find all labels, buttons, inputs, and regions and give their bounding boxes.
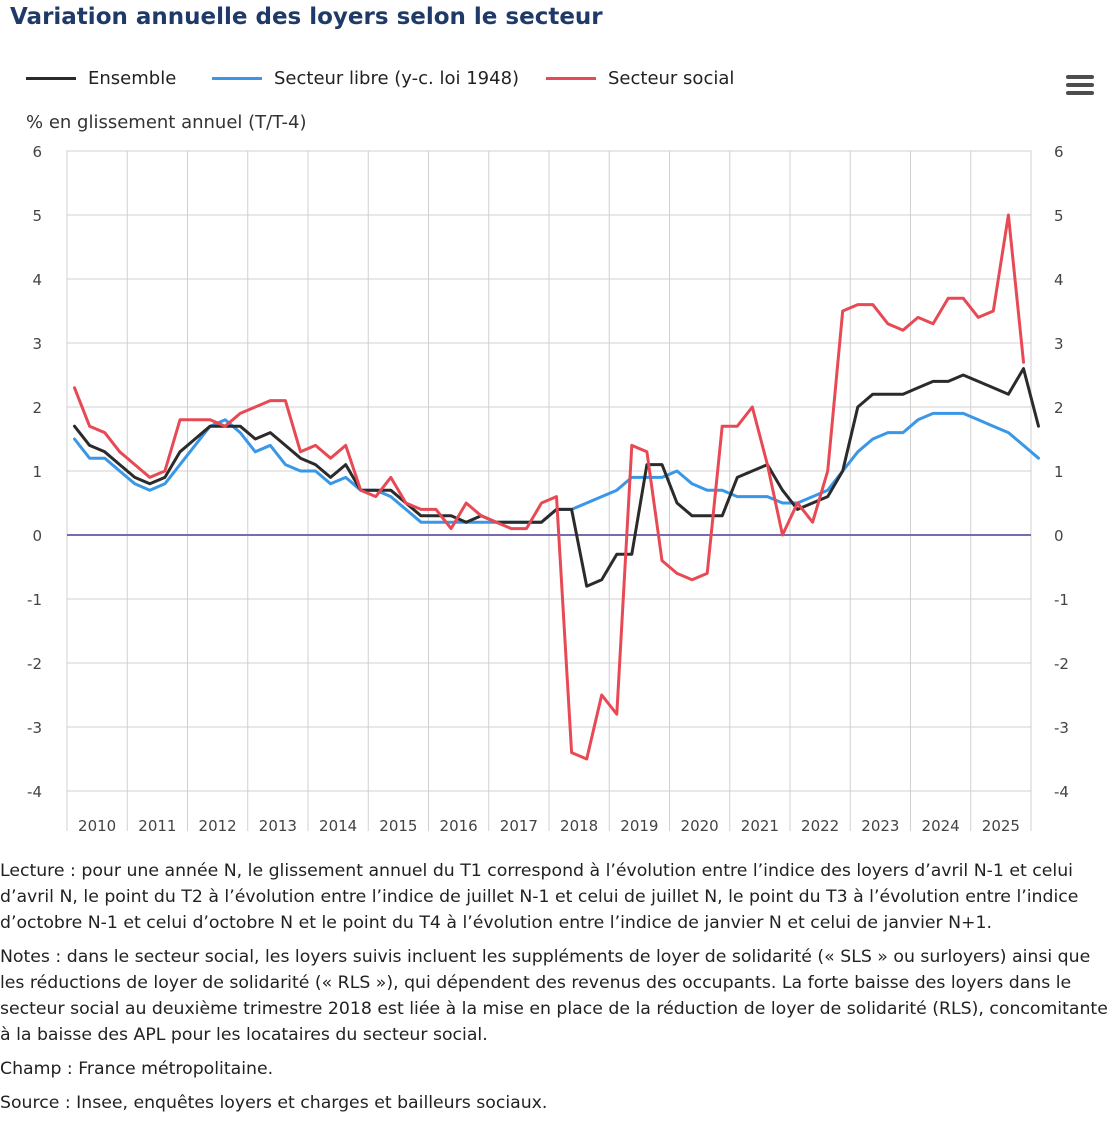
note-champ: Champ : France métropolitaine. bbox=[0, 1059, 274, 1079]
x-tick-label: 2020 bbox=[681, 817, 719, 835]
x-tick-label: 2013 bbox=[259, 817, 297, 835]
y-tick-label-left: -4 bbox=[27, 783, 42, 801]
x-tick-label: 2025 bbox=[982, 817, 1020, 835]
x-tick-label: 2010 bbox=[78, 817, 116, 835]
hamburger-menu-icon[interactable] bbox=[1066, 75, 1094, 97]
legend-label-secteur-social: Secteur social bbox=[608, 68, 735, 89]
series-line-secteur-social bbox=[73, 213, 1025, 761]
legend-item-secteur-social[interactable]: Secteur social bbox=[546, 68, 734, 89]
y-tick-label-right: -3 bbox=[1054, 719, 1069, 737]
y-tick-label-right: 2 bbox=[1054, 399, 1064, 417]
y-tick-label-left: 1 bbox=[32, 463, 42, 481]
x-tick-label: 2018 bbox=[560, 817, 598, 835]
y-tick-label-right: 3 bbox=[1054, 335, 1064, 353]
y-axis-title: % en glissement annuel (T/T-4) bbox=[26, 112, 307, 133]
y-tick-label-right: 0 bbox=[1054, 527, 1064, 545]
note-notes: Notes : dans le secteur social, les loye… bbox=[0, 947, 1107, 1045]
x-tick-label: 2011 bbox=[138, 817, 176, 835]
y-tick-label-right: -1 bbox=[1054, 591, 1069, 609]
y-tick-label-left: -2 bbox=[27, 655, 42, 673]
chart-notes: Lecture : pour une année N, le glissemen… bbox=[0, 858, 1107, 1124]
legend-item-secteur-libre[interactable]: Secteur libre (y-c. loi 1948) bbox=[212, 68, 519, 89]
y-tick-label-left: -3 bbox=[27, 719, 42, 737]
x-tick-label: 2022 bbox=[801, 817, 839, 835]
x-tick-label: 2017 bbox=[500, 817, 538, 835]
y-tick-label-right: -2 bbox=[1054, 655, 1069, 673]
series-line-ensemble bbox=[73, 367, 1040, 588]
y-tick-label-left: 4 bbox=[32, 271, 42, 289]
y-tick-label-left: 5 bbox=[32, 207, 42, 225]
y-tick-label-left: 6 bbox=[32, 143, 42, 161]
y-tick-label-right: -4 bbox=[1054, 783, 1069, 801]
x-tick-label: 2024 bbox=[922, 817, 960, 835]
legend-item-ensemble[interactable]: Ensemble bbox=[26, 68, 176, 89]
y-tick-label-left: 3 bbox=[32, 335, 42, 353]
x-tick-label: 2021 bbox=[741, 817, 779, 835]
chart-title: Variation annuelle des loyers selon le s… bbox=[10, 4, 603, 30]
y-tick-label-left: 2 bbox=[32, 399, 42, 417]
legend-label-secteur-libre: Secteur libre (y-c. loi 1948) bbox=[274, 68, 520, 89]
y-tick-label-right: 5 bbox=[1054, 207, 1064, 225]
legend-label-ensemble: Ensemble bbox=[88, 68, 177, 89]
y-tick-label-left: 0 bbox=[32, 527, 42, 545]
note-source: Source : Insee, enquêtes loyers et charg… bbox=[0, 1093, 548, 1113]
x-tick-label: 2015 bbox=[379, 817, 417, 835]
line-chart: 6 6 5 5 4 4 3 3 2 2 1 1 0 0 -1 -1 -2 -2 -3 -3 -4 -4 2010 2011 20… bbox=[27, 143, 1069, 835]
y-tick-label-right: 1 bbox=[1054, 463, 1064, 481]
y-tick-label-right: 4 bbox=[1054, 271, 1064, 289]
legend-swatch-secteur-libre bbox=[212, 77, 262, 80]
x-tick-label: 2019 bbox=[620, 817, 658, 835]
x-tick-label: 2016 bbox=[440, 817, 478, 835]
x-tick-label: 2023 bbox=[861, 817, 899, 835]
y-tick-label-right: 6 bbox=[1054, 143, 1064, 161]
legend-swatch-secteur-social bbox=[546, 77, 596, 80]
y-tick-label-left: -1 bbox=[27, 591, 42, 609]
legend-swatch-ensemble bbox=[26, 77, 76, 80]
note-lecture: Lecture : pour une année N, le glissemen… bbox=[0, 861, 1079, 933]
x-tick-label: 2014 bbox=[319, 817, 357, 835]
x-tick-label: 2012 bbox=[199, 817, 237, 835]
